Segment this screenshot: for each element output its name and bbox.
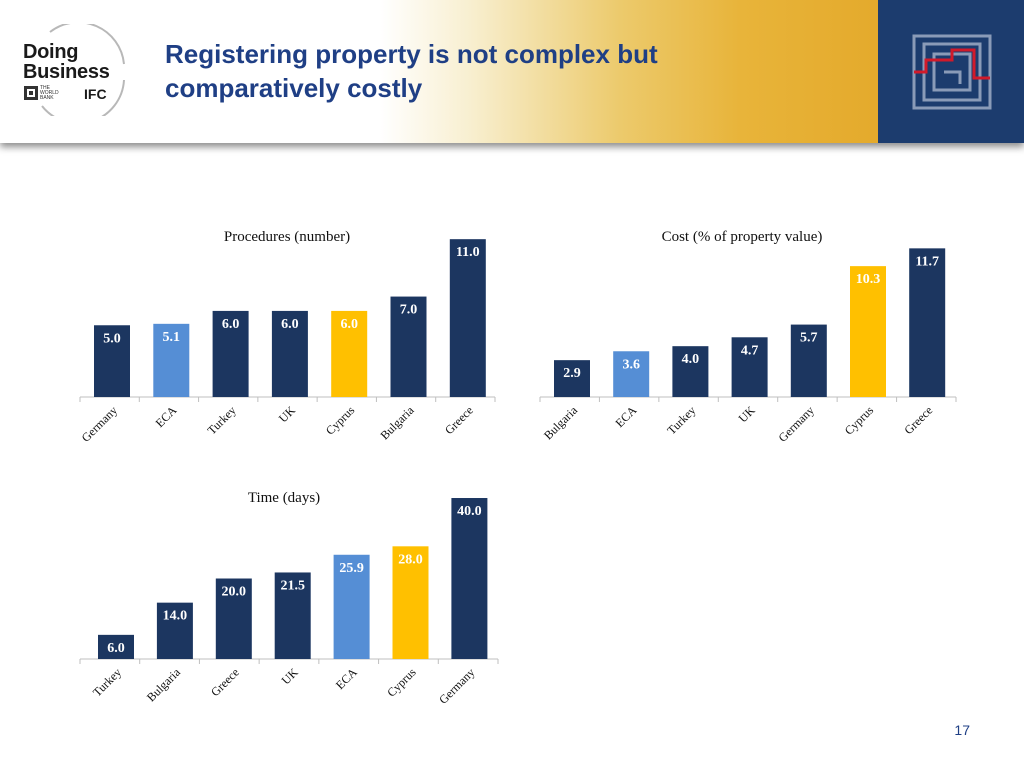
bar-greece — [909, 248, 946, 397]
page-number: 17 — [954, 722, 970, 738]
bar-value-label: 21.5 — [280, 578, 305, 593]
category-label: Greece — [208, 665, 242, 699]
category-label: UK — [736, 403, 758, 425]
category-label: Bulgaria — [541, 403, 581, 443]
bar-value-label: 11.0 — [456, 245, 480, 260]
bar-uk — [731, 337, 768, 397]
category-label: Turkey — [664, 403, 698, 437]
category-label: Turkey — [205, 403, 239, 437]
bar-bulgaria — [390, 296, 427, 397]
maze-icon — [912, 34, 992, 110]
bar-eca — [153, 323, 190, 397]
bar-value-label: 6.0 — [222, 317, 240, 332]
category-label: Bulgaria — [144, 665, 184, 705]
bar-cyprus — [392, 546, 429, 659]
bar-value-label: 6.0 — [281, 317, 299, 332]
category-label: UK — [279, 665, 301, 687]
time-chart: Time (days) 6.0 Turkey 14.0 Bulgaria 20.0 Gree… — [79, 490, 499, 707]
bar-turkey — [672, 346, 709, 397]
bar-value-label: 6.0 — [340, 317, 358, 332]
procedures-chart: Procedures (number) 5.0 Germany 5.1 ECA 6.0 Tu… — [79, 229, 496, 445]
bar-value-label: 2.9 — [563, 366, 581, 381]
category-label: Germany — [436, 665, 477, 706]
ifc-wordmark: IFC — [84, 86, 107, 102]
category-label: ECA — [333, 665, 360, 692]
bar-value-label: 5.7 — [800, 331, 818, 346]
bar-value-label: 3.6 — [622, 357, 640, 372]
category-label: Cyprus — [842, 403, 877, 438]
bar-turkey — [212, 310, 249, 397]
bar-value-label: 40.0 — [457, 504, 482, 519]
category-label: Greece — [901, 403, 935, 437]
page-title: Registering property is not complex but … — [165, 39, 658, 103]
chart-title: Procedures (number) — [224, 229, 350, 245]
category-label: Germany — [79, 403, 120, 444]
bar-value-label: 6.0 — [107, 641, 125, 656]
bar-eca — [613, 351, 650, 397]
world-bank-wordmark: THE WORLD BANK — [40, 85, 59, 101]
bar-turkey — [98, 634, 134, 659]
bar-uk — [271, 310, 308, 397]
chart-title: Time (days) — [248, 490, 320, 506]
bar-germany — [94, 325, 130, 397]
logo-text-line1: Doing — [23, 41, 79, 63]
category-label: ECA — [612, 403, 639, 430]
bar-bulgaria — [156, 602, 193, 659]
slide-header — [0, 0, 1024, 143]
bar-greece — [215, 578, 252, 659]
bar-value-label: 20.0 — [222, 585, 247, 600]
category-label: Cyprus — [323, 403, 358, 438]
world-bank-emblem-icon — [24, 86, 38, 100]
bar-value-label: 25.9 — [339, 561, 364, 576]
bar-value-label: 28.0 — [398, 552, 423, 567]
logo-arc-icon — [41, 24, 125, 116]
bar-bulgaria — [554, 360, 590, 397]
bar-value-label: 10.3 — [856, 272, 881, 287]
bar-value-label: 14.0 — [163, 609, 188, 624]
category-label: Turkey — [90, 665, 124, 699]
logo-text-line2: Business — [23, 61, 110, 83]
bar-uk — [274, 572, 311, 659]
cost-chart: Cost (% of property value) 2.9 Bulgaria 3.6… — [539, 229, 957, 445]
bar-eca — [333, 554, 370, 659]
category-label: ECA — [153, 403, 180, 430]
bar-value-label: 5.1 — [163, 330, 181, 345]
chart-title: Cost (% of property value) — [662, 229, 823, 245]
bar-value-label: 4.0 — [682, 352, 700, 367]
category-label: Cyprus — [384, 665, 419, 700]
category-label: Germany — [775, 403, 816, 444]
bar-germany — [451, 498, 488, 659]
category-label: Bulgaria — [377, 403, 417, 443]
bar-value-label: 11.7 — [915, 254, 939, 269]
category-label: UK — [276, 403, 298, 425]
bar-germany — [790, 324, 827, 397]
bar-value-label: 7.0 — [400, 303, 418, 318]
bar-cyprus — [850, 266, 886, 397]
bar-cyprus — [331, 310, 368, 397]
bar-value-label: 5.0 — [103, 331, 121, 346]
category-label: Greece — [442, 403, 476, 437]
bar-value-label: 4.7 — [741, 343, 759, 358]
bar-greece — [449, 239, 486, 397]
doing-business-logo: Doing Business THE WORLD BANK IFC — [20, 24, 132, 116]
